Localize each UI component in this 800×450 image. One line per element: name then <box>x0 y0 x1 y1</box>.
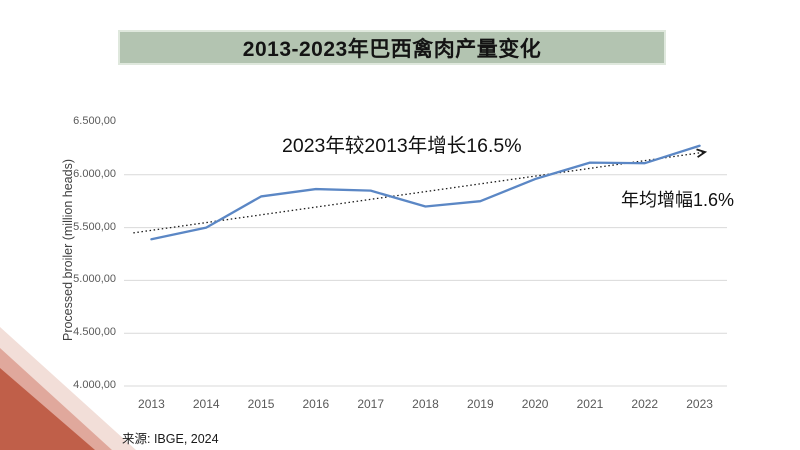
y-tick-label: 6.000,00 <box>73 167 116 180</box>
x-tick-label: 2021 <box>576 397 604 411</box>
title-banner: 2013-2023年巴西禽肉产量变化 <box>118 30 666 65</box>
y-tick-label: 5.000,00 <box>73 273 116 286</box>
x-tick-label: 2023 <box>686 397 713 411</box>
y-tick-label: 4.500,00 <box>73 326 116 339</box>
y-axis-title: Processed broiler (million heads) <box>61 158 75 342</box>
x-tick-label: 2017 <box>357 397 385 411</box>
y-tick-label: 5.500,00 <box>73 220 116 233</box>
x-tick-label: 2022 <box>631 397 659 411</box>
corner-triangle <box>0 368 95 450</box>
x-tick-label: 2020 <box>521 397 549 411</box>
x-tick-label: 2014 <box>192 397 220 411</box>
source-note: 来源: IBGE, 2024 <box>122 432 219 446</box>
trend-line <box>133 151 706 234</box>
y-tick-label: 6.500,00 <box>73 115 116 127</box>
x-tick-label: 2016 <box>302 397 330 411</box>
x-tick-label: 2019 <box>466 397 494 411</box>
x-tick-label: 2013 <box>138 397 165 411</box>
x-tick-label: 2015 <box>247 397 275 411</box>
trend-arrowhead-icon <box>696 148 708 158</box>
annotation-annual-growth: 年均增幅1.6% <box>621 190 735 210</box>
corner-decoration <box>0 327 136 450</box>
page-title: 2013-2023年巴西禽肉产量变化 <box>242 37 542 61</box>
series-line <box>150 144 701 241</box>
y-tick-label: 4.000,00 <box>73 379 116 391</box>
annotation-total-growth: 2023年较2013年增长16.5% <box>282 135 522 157</box>
x-tick-label: 2018 <box>412 397 439 411</box>
